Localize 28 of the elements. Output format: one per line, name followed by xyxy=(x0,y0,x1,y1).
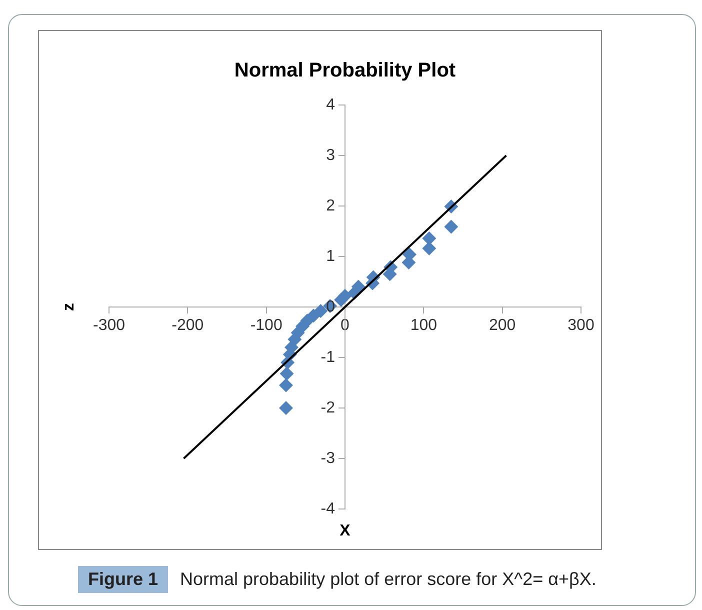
point xyxy=(279,401,293,415)
y-tick-label: -1 xyxy=(320,348,336,366)
x-tick-label: -300 xyxy=(92,317,126,334)
caption: Figure 1 xyxy=(78,566,168,593)
y-tick-label: -2 xyxy=(320,399,336,416)
y-tick-label: 2 xyxy=(326,197,336,214)
x-tick-label: -200 xyxy=(172,317,204,334)
y-tick-label: -3 xyxy=(320,450,336,467)
point xyxy=(422,241,436,256)
x-tick-label: -100 xyxy=(250,317,282,334)
point xyxy=(314,304,328,318)
point xyxy=(338,288,352,303)
y-tick-label: 4 xyxy=(326,96,336,114)
point xyxy=(279,378,293,392)
y-tick-label: 1 xyxy=(326,248,336,265)
y-tick-label: 3 xyxy=(326,146,336,164)
x-axis-title: X xyxy=(340,522,351,540)
text: Normal probability plot of error score for X^2= α+βX. xyxy=(180,569,596,590)
x-tick-label: 100 xyxy=(410,317,438,334)
y-axis-title: z xyxy=(60,303,78,311)
y-tick-label: -4 xyxy=(320,500,336,518)
y-tick-label: 0 xyxy=(326,298,336,316)
chart-title: Normal Probability Plot xyxy=(234,60,456,82)
point xyxy=(422,231,436,246)
point xyxy=(444,220,458,234)
x-tick-label: 200 xyxy=(488,317,516,334)
x-tick-label: 300 xyxy=(568,317,594,334)
point xyxy=(280,366,294,381)
